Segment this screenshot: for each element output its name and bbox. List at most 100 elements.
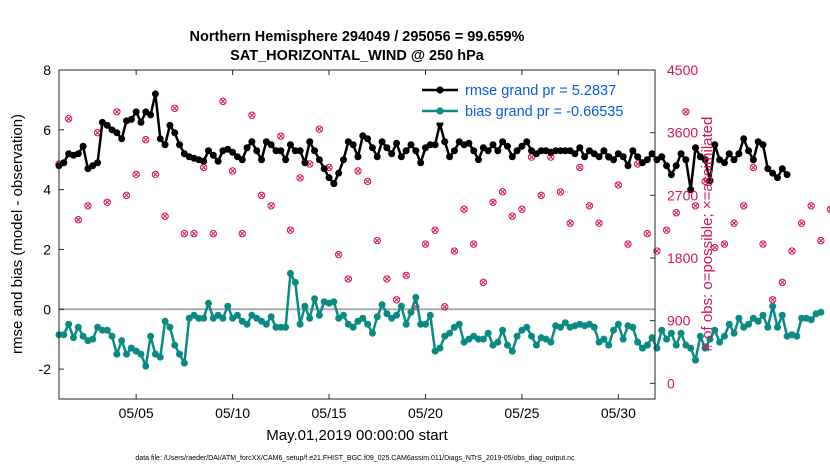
- rmse-point: [518, 142, 526, 150]
- obs-assimilated-marker: [287, 227, 294, 233]
- rmse-point: [735, 150, 743, 158]
- bias-point: [508, 347, 516, 355]
- rmse-point: [773, 174, 781, 182]
- obs-assimilated-marker: [712, 244, 718, 251]
- rmse-point: [629, 147, 637, 155]
- bias-point: [286, 269, 294, 277]
- rmse-point: [701, 156, 709, 164]
- rmse-point: [286, 141, 294, 149]
- bias-point: [282, 323, 290, 331]
- y-right-tick-label: 1800: [667, 250, 698, 266]
- rmse-point: [248, 138, 256, 146]
- bias-point: [123, 350, 131, 358]
- obs-assimilated-marker: [336, 251, 342, 258]
- rmse-point: [79, 142, 87, 150]
- obs-assimilated-marker: [152, 171, 159, 178]
- obs-assimilated-marker: [548, 154, 554, 160]
- x-tick-label: 05/10: [215, 405, 250, 421]
- obs-assimilated-marker: [65, 116, 72, 122]
- rmse-point: [209, 151, 217, 159]
- obs-possible-marker: [383, 275, 391, 283]
- obs-assimilated-marker: [393, 297, 400, 303]
- y-right-tick-label: 0: [667, 375, 675, 391]
- obs-assimilated-marker: [818, 237, 824, 244]
- bias-point: [421, 320, 429, 328]
- bias-point: [706, 335, 714, 343]
- obs-assimilated-marker: [528, 154, 535, 160]
- rmse-point: [725, 150, 733, 158]
- bias-point: [373, 313, 381, 321]
- obs-assimilated-marker: [480, 279, 486, 286]
- obs-assimilated-marker: [490, 199, 496, 205]
- rmse-point: [339, 156, 347, 164]
- obs-possible-marker: [537, 191, 545, 200]
- rmse-point: [745, 147, 753, 155]
- obs-possible-marker: [103, 198, 111, 206]
- rmse-point: [200, 157, 208, 165]
- bias-point: [634, 338, 642, 346]
- obs-possible-marker: [161, 212, 169, 220]
- rmse-point: [706, 177, 714, 185]
- obs-assimilated-marker: [692, 203, 699, 209]
- bias-point: [696, 332, 704, 340]
- obs-assimilated-marker: [499, 189, 506, 195]
- obs-assimilated-marker: [364, 178, 371, 185]
- bias-point: [619, 335, 627, 343]
- y-tick-label: 2: [43, 241, 51, 257]
- obs-assimilated-marker: [770, 297, 776, 303]
- rmse-point: [465, 139, 473, 147]
- obs-assimilated-marker: [258, 192, 265, 198]
- bias-point: [547, 338, 555, 346]
- rmse-point: [214, 157, 222, 165]
- bias-point: [528, 332, 536, 340]
- bias-point: [383, 310, 391, 318]
- rmse-point: [166, 121, 174, 129]
- bias-point: [499, 326, 507, 334]
- obs-possible-marker: [624, 240, 632, 248]
- bias-point: [769, 302, 777, 310]
- obs-assimilated-marker: [403, 272, 409, 279]
- rmse-point: [368, 144, 376, 152]
- obs-possible-marker: [508, 212, 516, 220]
- obs-assimilated-marker: [210, 230, 216, 237]
- bias-point: [711, 326, 719, 334]
- obs-assimilated-marker: [798, 220, 805, 226]
- obs-assimilated-marker: [249, 112, 255, 118]
- y-right-tick-label: 3600: [667, 125, 698, 141]
- bias-point: [161, 317, 169, 325]
- rmse-point: [682, 156, 690, 164]
- rmse-point: [277, 147, 285, 155]
- obs-possible-marker: [691, 202, 700, 210]
- bias-point: [272, 323, 280, 331]
- bias-point: [479, 335, 487, 343]
- rmse-point: [619, 153, 627, 161]
- bias-point: [233, 311, 241, 319]
- obs-possible-marker: [759, 240, 767, 248]
- x-tick-label: 05/20: [408, 405, 443, 421]
- obs-assimilated-marker: [75, 217, 81, 223]
- bias-point: [614, 320, 622, 328]
- obs-assimilated-marker: [239, 230, 245, 237]
- bias-point: [412, 293, 420, 301]
- bias-point: [156, 353, 164, 361]
- rmse-point: [475, 156, 483, 164]
- obs-assimilated-marker: [114, 109, 120, 115]
- obs-possible-marker: [826, 205, 830, 213]
- obs-possible-marker: [334, 250, 343, 259]
- obs-assimilated-marker: [557, 189, 564, 195]
- obs-assimilated-marker: [143, 136, 149, 143]
- bias-point: [262, 320, 270, 328]
- bias-point: [407, 308, 415, 316]
- y-axis-right: 4500 3600 2700 1800 900 0: [650, 62, 698, 391]
- rmse-point: [783, 171, 791, 179]
- obs-possible-marker: [556, 188, 565, 196]
- obs-possible-marker: [421, 240, 430, 248]
- rmse-point: [503, 142, 511, 150]
- obs-possible-marker: [286, 226, 295, 234]
- bias-point: [330, 298, 338, 306]
- bias-point: [653, 344, 661, 352]
- bias-point: [69, 334, 77, 342]
- obs-possible-marker: [469, 240, 478, 248]
- bias-point: [807, 316, 815, 324]
- bias-point: [590, 323, 598, 331]
